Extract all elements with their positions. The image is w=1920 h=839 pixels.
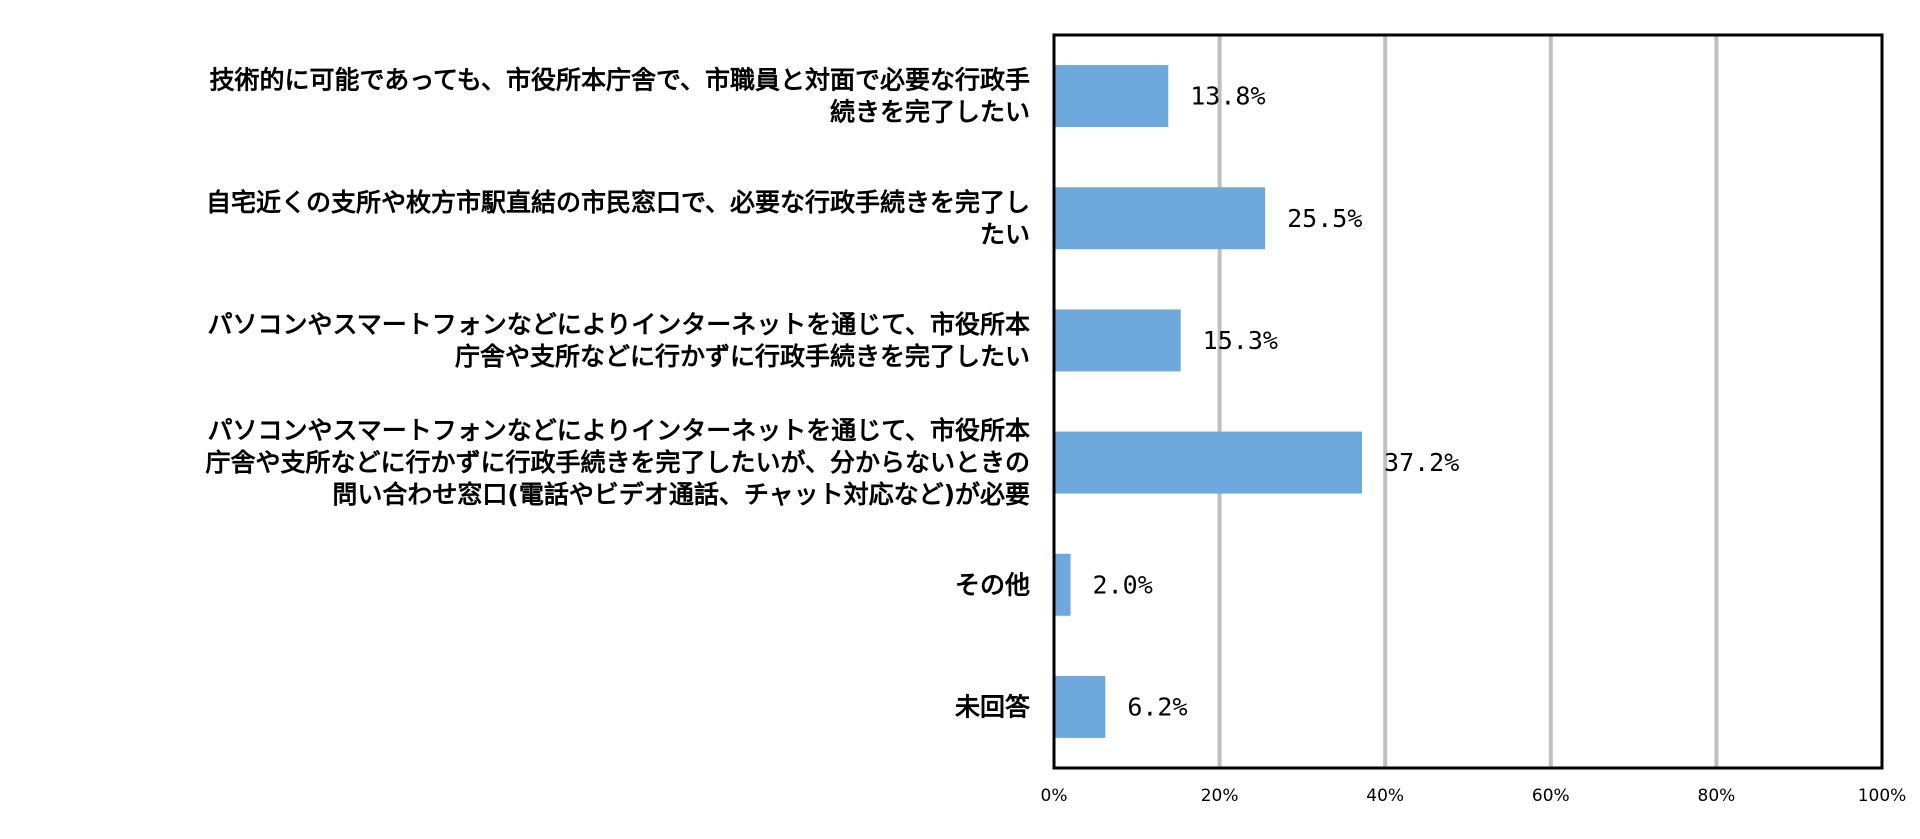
value-label-0: 13.8% <box>1190 82 1265 111</box>
plot-area <box>1054 35 1882 768</box>
category-label-2-line-1: 庁舎や支所などに行かずに行政手続きを完了したい <box>455 342 1030 371</box>
category-label-5-line-0: 未回答 <box>955 692 1031 721</box>
category-label-2-line-0: パソコンやスマートフォンなどによりインターネットを通じて、市役所本 <box>207 310 1030 339</box>
category-label-4-line-0: その他 <box>955 570 1030 599</box>
x-tick-label-2: 40% <box>1366 786 1404 806</box>
value-label-2: 15.3% <box>1203 326 1278 355</box>
x-tick-label-3: 60% <box>1532 786 1570 806</box>
bar-4 <box>1054 553 1071 616</box>
category-label-0-line-1: 続きを完了したい <box>830 98 1030 127</box>
category-label-3-line-2: 問い合わせ窓口(電話やビデオ通話、チャット対応など)が必要 <box>332 480 1030 509</box>
bar-0 <box>1054 65 1169 128</box>
x-tick-label-0: 0% <box>1041 786 1068 806</box>
category-label-3-line-0: パソコンやスマートフォンなどによりインターネットを通じて、市役所本 <box>207 416 1030 445</box>
category-label-1-line-1: たい <box>980 220 1030 249</box>
bar-2 <box>1054 309 1181 372</box>
category-label-1-line-0: 自宅近くの支所や枚方市駅直結の市民窓口で、必要な行政手続きを完了し <box>206 188 1030 217</box>
bar-5 <box>1054 675 1106 738</box>
plot-frame <box>1052 33 1884 770</box>
bar-3 <box>1054 431 1363 494</box>
value-label-1: 25.5% <box>1287 204 1362 233</box>
x-tick-label-1: 20% <box>1201 786 1239 806</box>
category-label-3-line-1: 庁舎や支所などに行かずに行政手続きを完了したいが、分からないときの <box>205 448 1030 477</box>
value-label-3: 37.2% <box>1384 448 1459 477</box>
value-label-5: 6.2% <box>1127 692 1187 721</box>
x-tick-label-4: 80% <box>1698 786 1736 806</box>
category-label-0-line-0: 技術的に可能であっても、市役所本庁舎で、市職員と対面で必要な行政手 <box>209 66 1030 95</box>
x-tick-label-5: 100% <box>1858 786 1907 806</box>
value-label-4: 2.0% <box>1093 570 1153 599</box>
bar-1 <box>1054 187 1266 250</box>
